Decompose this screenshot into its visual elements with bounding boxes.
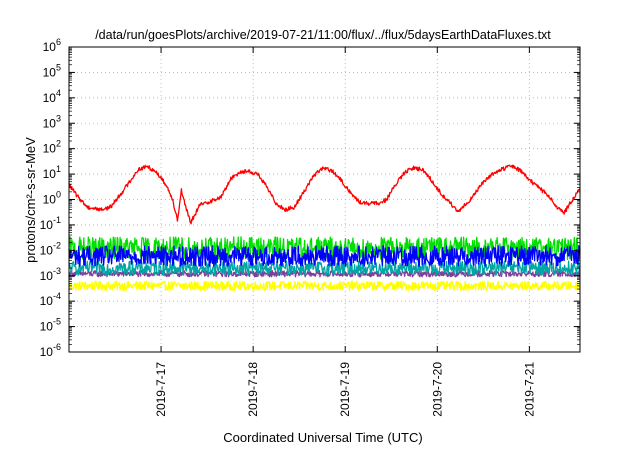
y-tick-label-base: 10 (43, 91, 57, 105)
y-tick-label-exponent: -4 (53, 291, 61, 301)
x-axis-label: Coordinated Universal Time (UTC) (223, 430, 422, 445)
y-tick-label: 10-5 (40, 317, 61, 334)
y-tick-label-base: 10 (40, 345, 54, 359)
y-axis-label: protons/cm²-s-sr-MeV (23, 137, 38, 263)
y-tick-label: 10-1 (40, 215, 61, 232)
y-tick-label: 100 (43, 190, 61, 207)
y-tick-label-base: 10 (43, 167, 57, 181)
y-tick-label-exponent: 4 (56, 88, 61, 98)
y-tick-label: 105 (43, 62, 61, 79)
y-tick-label-exponent: -5 (53, 317, 61, 327)
y-tick-label-base: 10 (43, 142, 57, 156)
y-tick-label-base: 10 (40, 243, 54, 257)
y-tick-label-exponent: -3 (53, 266, 61, 276)
y-tick-label-exponent: -1 (53, 215, 61, 225)
x-tick-label: 2019-7-20 (430, 362, 444, 417)
y-tick-label-exponent: 1 (56, 164, 61, 174)
y-tick-label-base: 10 (40, 294, 54, 308)
y-tick-label: 103 (43, 113, 61, 130)
y-tick-label: 10-2 (40, 240, 61, 257)
x-tick-label: 2019-7-21 (522, 362, 536, 417)
y-tick-label-base: 10 (43, 65, 57, 79)
y-tick-label-base: 10 (43, 116, 57, 130)
y-tick-label-exponent: -2 (53, 240, 61, 250)
y-tick-label-base: 10 (40, 269, 54, 283)
y-tick-label-exponent: 2 (56, 139, 61, 149)
flux-series-0 (68, 280, 581, 292)
y-tick-label-base: 10 (40, 320, 54, 334)
flux-series-2 (68, 260, 581, 276)
y-tick-label: 10-4 (40, 291, 61, 308)
y-tick-label-exponent: 0 (56, 190, 61, 200)
flux-series-5 (68, 164, 581, 225)
grid (69, 47, 580, 352)
y-tick-label: 10-3 (40, 266, 61, 283)
flux-series-4 (68, 245, 581, 267)
y-tick-label: 106 (43, 37, 61, 54)
y-tick-label-base: 10 (40, 218, 54, 232)
ticks: 10-610-510-410-310-210-11001011021031041… (40, 37, 580, 417)
y-tick-label: 101 (43, 164, 61, 181)
y-tick-label: 104 (43, 88, 61, 105)
x-tick-label: 2019-7-19 (338, 362, 352, 417)
y-tick-label: 10-6 (40, 342, 61, 359)
y-tick-label-exponent: 6 (56, 37, 61, 47)
x-tick-label: 2019-7-17 (154, 362, 168, 417)
y-tick-label: 102 (43, 139, 61, 156)
y-tick-label-exponent: 5 (56, 62, 61, 72)
chart-title: /data/run/goesPlots/archive/2019-07-21/1… (95, 28, 551, 42)
y-tick-label-exponent: -6 (53, 342, 61, 352)
x-tick-label: 2019-7-18 (246, 362, 260, 417)
y-tick-label-base: 10 (43, 193, 57, 207)
y-tick-label-base: 10 (43, 40, 57, 54)
series-layer (68, 164, 581, 292)
y-tick-label-exponent: 3 (56, 113, 61, 123)
